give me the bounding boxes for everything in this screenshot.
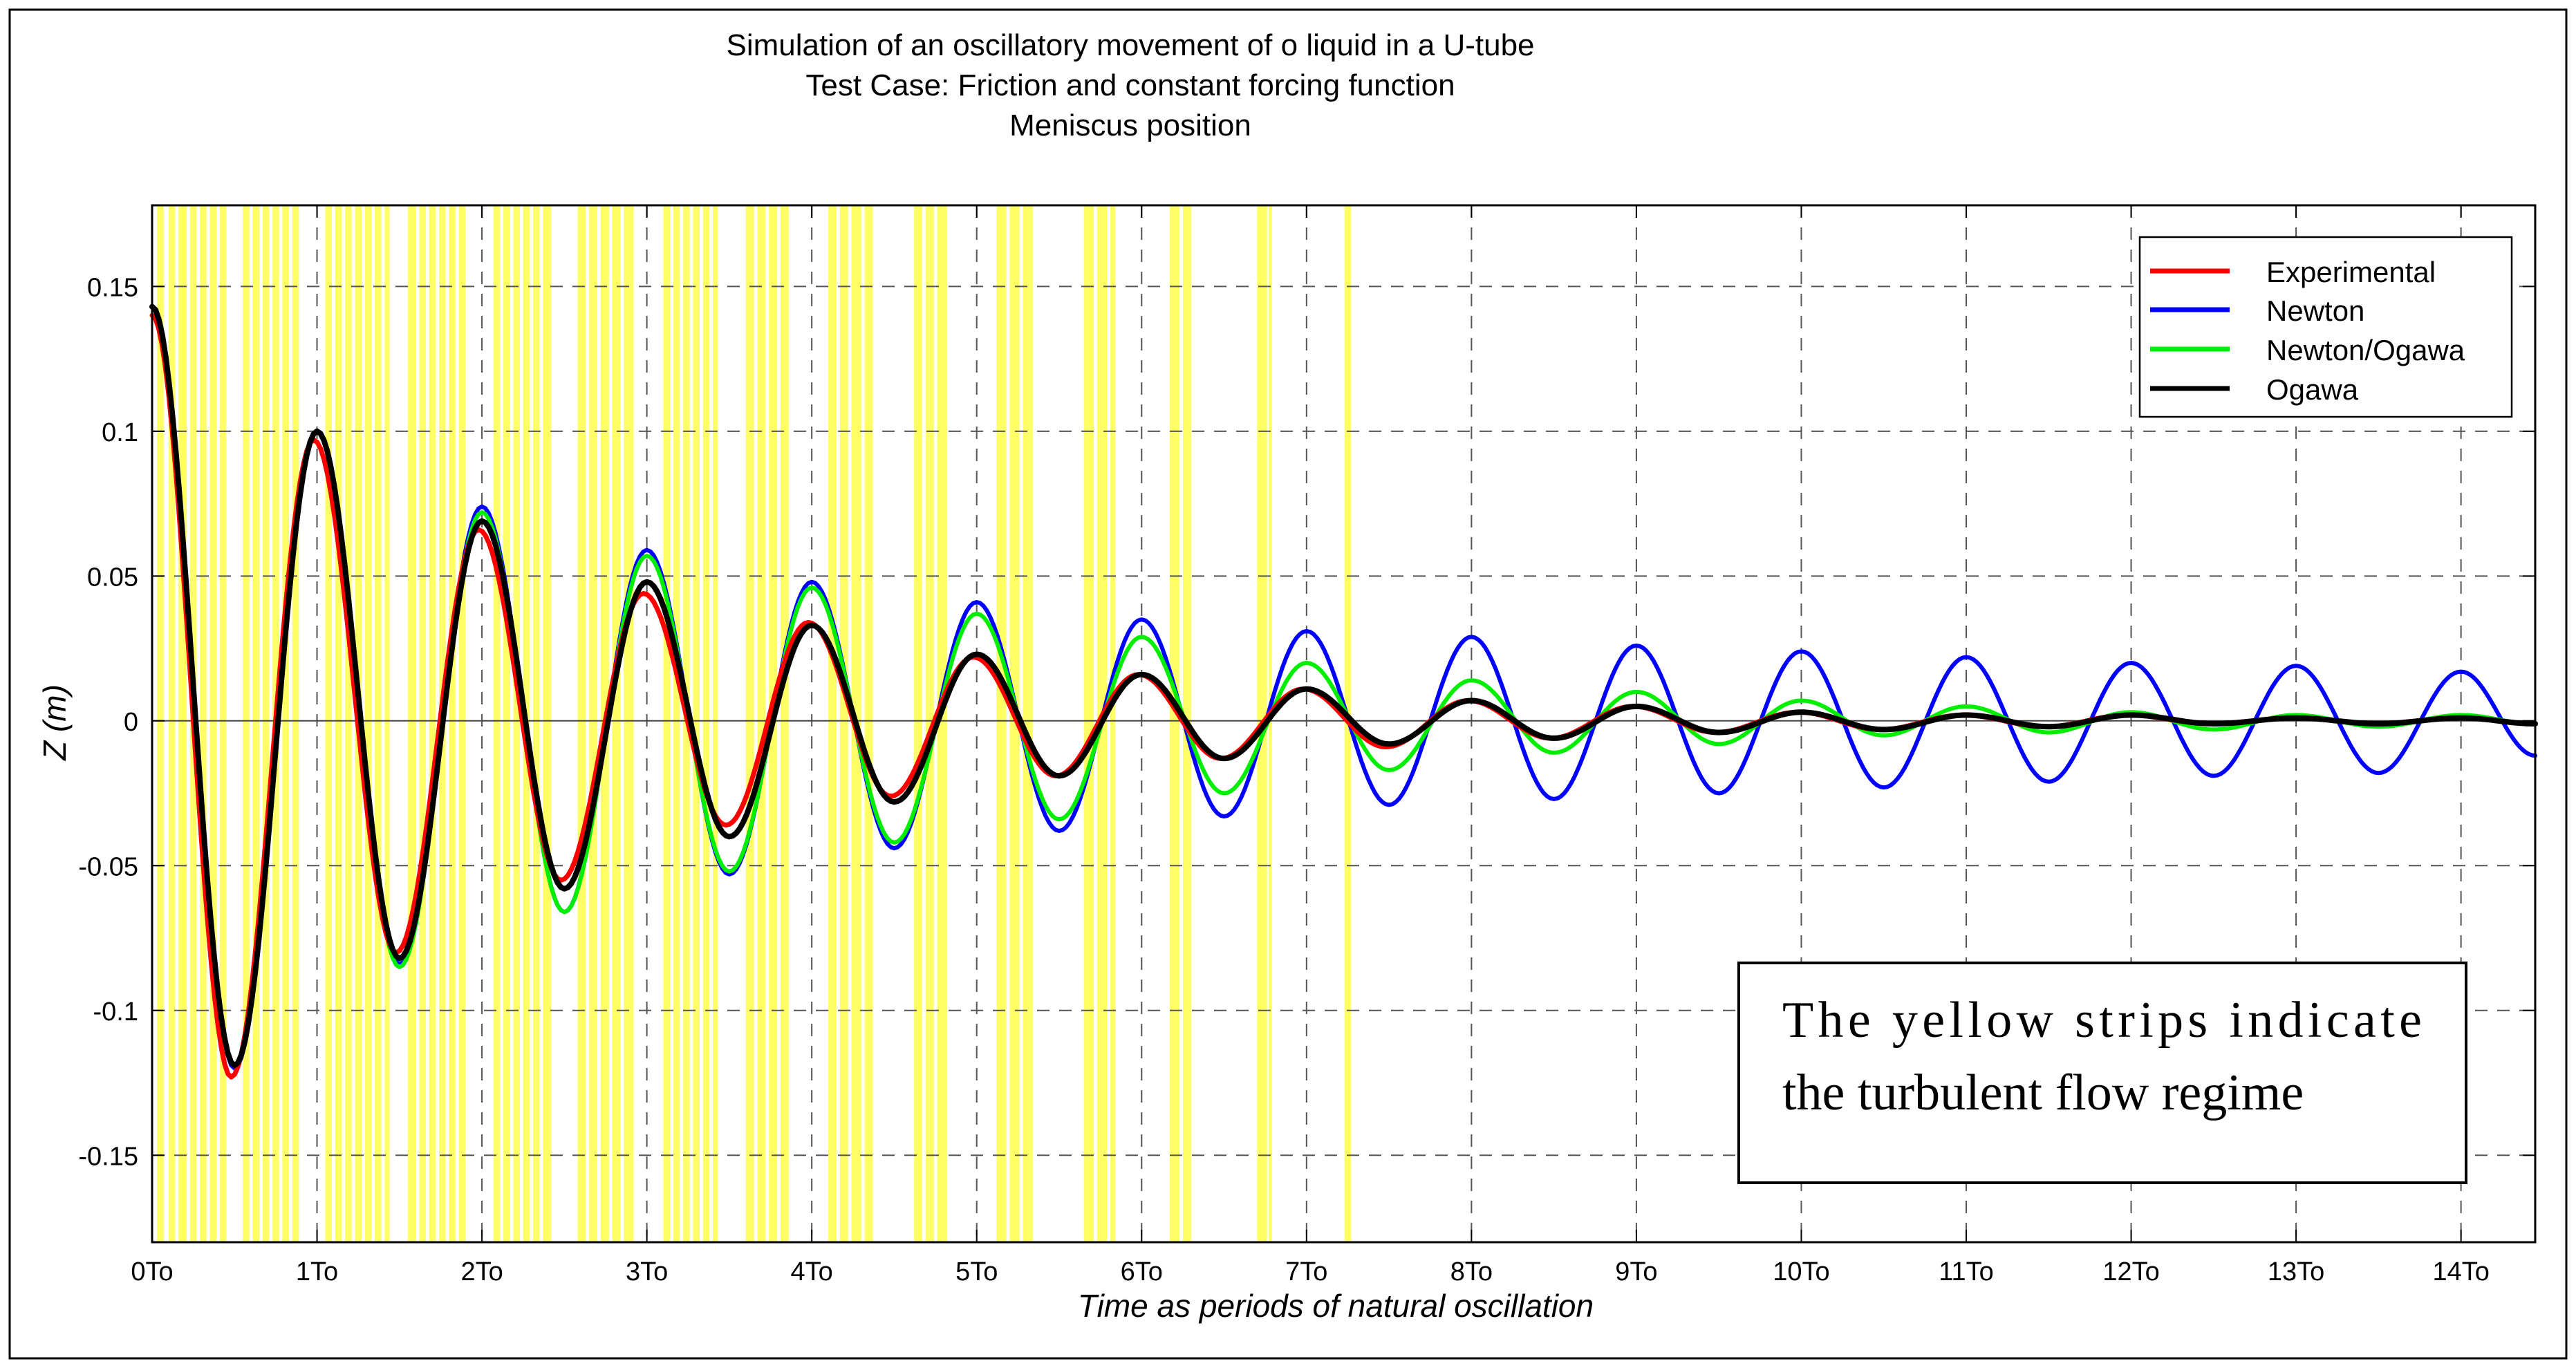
turbulent-strip-25 [458,205,466,1242]
legend-label-newton: Newton [2266,294,2364,327]
turbulent-strip-37 [663,205,671,1242]
turbulent-strip-6 [219,205,227,1242]
chart-title-line-3: Meniscus position [1009,109,1251,142]
series-lines [149,303,2538,1080]
x-tick-label-4: 4To [791,1257,833,1286]
turbulent-strip-18 [375,205,382,1242]
x-tick-label-0: 0To [131,1257,173,1286]
turbulent-strip-60 [1169,205,1180,1242]
turbulent-strip-46 [780,205,789,1242]
turbulent-strip-5 [209,205,217,1242]
turbulent-strip-17 [364,205,372,1242]
turbulent-strip-15 [345,205,352,1242]
turbulent-strip-9 [262,205,270,1242]
annotation-box [1737,962,2467,1184]
turbulent-strip-1 [168,205,176,1242]
x-tick-label-14: 14To [2432,1257,2489,1286]
y-tick-label-1: 0.1 [102,418,138,447]
turbulent-strip-27 [503,205,510,1242]
x-tick-label-13: 13To [2268,1257,2324,1286]
turbulent-strip-48 [839,205,848,1242]
y-tick-label-0: 0.15 [87,273,138,302]
x-tick-label-12: 12To [2102,1257,2159,1286]
turbulent-strip-8 [252,205,260,1242]
turbulent-strip-4 [200,205,207,1242]
x-tick-label-3: 3To [626,1257,668,1286]
series-line-ogawa [149,303,2538,1069]
turbulent-strip-28 [513,205,520,1242]
y-tick-label-4: -0.05 [78,852,138,881]
turbulent-strip-56 [1023,205,1033,1242]
turbulent-strip-54 [996,205,1007,1242]
turbulent-strip-36 [624,205,634,1242]
turbulent-strip-40 [693,205,700,1242]
turbulent-strip-12 [292,205,299,1242]
legend-label-experimental: Experimental [2266,256,2436,288]
turbulent-strip-26 [493,205,501,1242]
turbulent-strip-32 [577,205,586,1242]
x-tick-label-2: 2To [460,1257,503,1286]
turbulent-strip-38 [673,205,680,1242]
annotation-line-2: the turbulent flow regime [1782,1065,2304,1121]
turbulent-strip-51 [914,205,923,1242]
turbulent-strip-33 [589,205,598,1242]
turbulent-strip-11 [282,205,289,1242]
legend-label-ogawa: Ogawa [2266,373,2359,406]
turbulent-strip-35 [612,205,621,1242]
y-tick-label-5: -0.1 [93,997,138,1027]
turbulent-strip-47 [828,205,837,1242]
turbulent-strip-30 [533,205,540,1242]
turbulent-strips [157,205,1352,1242]
turbulent-strip-43 [745,205,754,1242]
x-tick-label-11: 11To [1939,1257,1994,1286]
turbulent-strip-14 [335,205,342,1242]
turbulent-strip-24 [449,205,456,1242]
turbulent-strip-31 [543,205,552,1242]
turbulent-strip-0 [157,205,164,1242]
x-axis-label: Time as periods of natural oscillation [1078,1288,1594,1324]
x-tick-label-5: 5To [955,1257,998,1286]
x-axis-ticks: 0To 1To 2To 3To 4To 5To 6To 7To 8To 9To 10To 11To 12… [131,205,2490,1286]
turbulent-strip-59 [1110,205,1116,1242]
legend: Experimental Newton Newton/Ogawa Ogawa [2138,236,2513,418]
plot-border [151,204,2537,1244]
y-tick-label-3: 0 [124,708,138,737]
turbulent-strip-7 [243,205,250,1242]
turbulent-strip-13 [325,205,333,1242]
turbulent-strip-63 [1268,205,1272,1242]
y-axis-ticks: 0.15 0.1 0.05 0 -0.05 -0.1 -0.15 [78,273,2535,1171]
turbulent-strip-22 [429,205,436,1242]
turbulent-strip-50 [864,205,873,1242]
x-tick-label-6: 6To [1121,1257,1163,1286]
turbulent-strip-2 [178,205,187,1242]
turbulent-strip-57 [1083,205,1094,1242]
x-tick-label-9: 9To [1615,1257,1657,1286]
turbulent-strip-55 [1009,205,1020,1242]
annotation-line-1: The yellow strips indicate [1782,992,2422,1049]
annotation: The yellow strips indicate the turbulent… [1737,962,2467,1184]
chart-title-line-1: Simulation of an oscillatory movement of… [726,28,1534,62]
turbulent-strip-52 [925,205,934,1242]
y-axis-label: Z (m) [37,684,73,761]
turbulent-strip-42 [713,205,718,1242]
turbulent-strip-41 [702,205,710,1242]
turbulent-strip-19 [384,205,390,1242]
legend-label-newton-ogawa: Newton/Ogawa [2266,334,2465,366]
x-tick-label-7: 7To [1285,1257,1327,1286]
turbulent-strip-44 [757,205,766,1242]
chart-title-line-2: Test Case: Friction and constant forcing… [805,68,1455,102]
x-tick-label-1: 1To [296,1257,338,1286]
turbulent-strip-53 [937,205,947,1242]
y-tick-label-2: 0.05 [87,563,138,592]
turbulent-strip-20 [407,205,416,1242]
y-tick-label-6: -0.15 [78,1142,138,1171]
turbulent-strip-21 [419,205,426,1242]
x-tick-label-8: 8To [1450,1257,1493,1286]
x-tick-label-10: 10To [1773,1257,1829,1286]
